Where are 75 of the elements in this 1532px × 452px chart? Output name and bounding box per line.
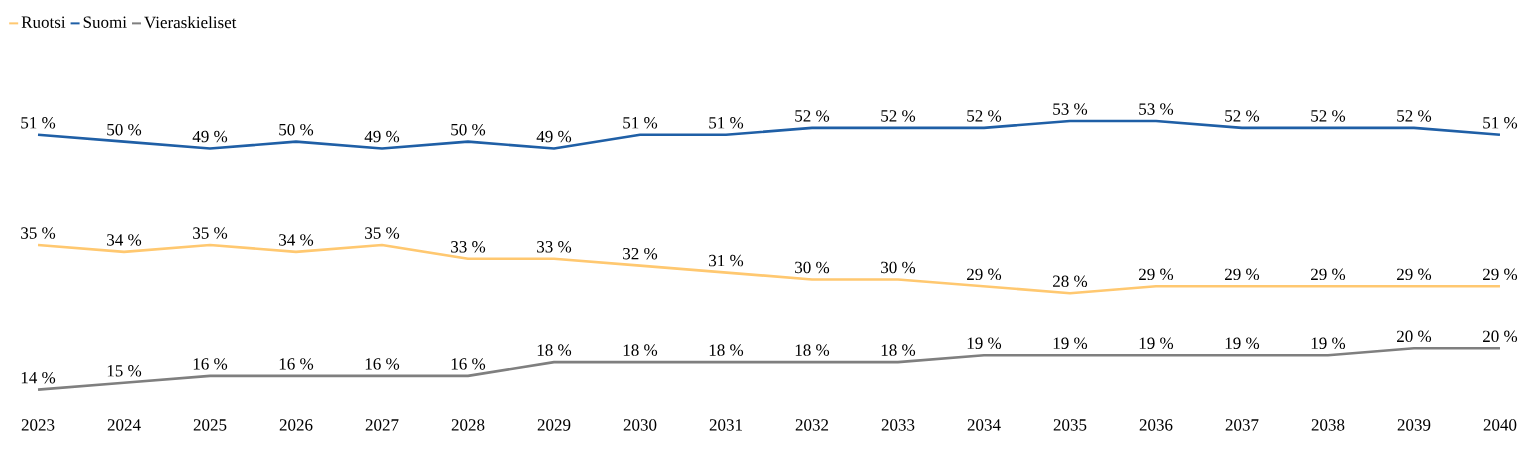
data-label: 30 % (881, 261, 916, 274)
data-label: 16 % (279, 358, 314, 370)
data-label: 29 % (1311, 268, 1346, 281)
x-tick-label: 2030 (623, 419, 657, 431)
data-label: 30 % (795, 261, 830, 274)
x-tick-label: 2033 (881, 419, 915, 431)
data-label: 20 % (1397, 330, 1432, 343)
data-label: 53 % (1053, 103, 1088, 115)
x-tick-label: 2040 (1483, 419, 1517, 431)
data-label: 35 % (21, 227, 56, 239)
legend-label: Suomi (83, 16, 127, 28)
legend-label: Vieraskieliset (144, 16, 237, 29)
data-label: 19 % (1053, 337, 1088, 349)
data-label: 18 % (623, 344, 658, 356)
data-label: 50 % (107, 123, 142, 136)
data-label: 49 % (536, 130, 572, 143)
x-tick-label: 2027 (365, 419, 399, 431)
data-label: 19 % (1311, 337, 1346, 349)
data-label: 52 % (795, 110, 830, 122)
data-label: 19 % (967, 337, 1002, 349)
data-label: 51 % (1483, 117, 1518, 129)
data-label: 18 % (881, 344, 916, 356)
data-label: 53 % (1139, 103, 1174, 115)
data-label: 49 % (364, 130, 400, 143)
x-tick-label: 2029 (537, 419, 571, 431)
x-tick-label: 2034 (967, 419, 1001, 431)
data-label: 16 % (365, 358, 400, 370)
data-label: 52 % (881, 110, 916, 122)
data-label: 29 % (1483, 268, 1518, 281)
x-tick-label: 2031 (709, 419, 742, 431)
x-tick-label: 2035 (1053, 419, 1087, 431)
data-label: 31 % (709, 254, 744, 267)
data-label: 51 % (709, 117, 744, 129)
data-label: 15 % (107, 365, 142, 377)
data-label: 50 % (451, 123, 486, 136)
data-label: 34 % (107, 234, 142, 246)
x-tick-label: 2039 (1397, 419, 1431, 431)
legend-label: Ruotsi (21, 16, 66, 28)
data-label: 52 % (967, 110, 1002, 122)
data-label: 35 % (365, 227, 400, 239)
x-tick-label: 2024 (107, 419, 141, 431)
x-tick-label: 2026 (279, 419, 313, 431)
data-label: 18 % (537, 344, 572, 356)
data-label: 52 % (1397, 110, 1432, 122)
data-label: 16 % (451, 358, 486, 370)
x-tick-label: 2037 (1225, 419, 1259, 431)
x-tick-label: 2028 (451, 419, 485, 431)
x-tick-label: 2032 (795, 419, 829, 431)
data-label: 28 % (1053, 275, 1088, 288)
data-label: 16 % (193, 358, 228, 370)
data-label: 52 % (1225, 110, 1260, 122)
data-label: 29 % (1139, 268, 1174, 281)
data-label: 51 % (623, 117, 658, 129)
data-label: 29 % (1225, 268, 1260, 281)
data-label: 33 % (451, 241, 486, 253)
data-label: 19 % (1139, 337, 1174, 349)
data-label: 51 % (21, 117, 56, 129)
data-label: 18 % (795, 344, 830, 356)
x-tick-label: 2036 (1139, 419, 1173, 431)
data-label: 14 % (21, 371, 56, 384)
x-tick-label: 2038 (1311, 419, 1345, 431)
data-label: 20 % (1483, 330, 1518, 343)
data-label: 52 % (1311, 110, 1346, 122)
data-label: 18 % (709, 344, 744, 356)
data-label: 50 % (279, 123, 314, 136)
data-label: 19 % (1225, 337, 1260, 349)
x-tick-label: 2023 (21, 419, 55, 431)
data-label: 32 % (623, 247, 658, 260)
data-label: 49 % (192, 130, 228, 143)
x-tick-label: 2025 (193, 419, 227, 431)
data-label: 34 % (279, 234, 314, 246)
data-label: 29 % (967, 268, 1002, 281)
data-label: 33 % (537, 241, 572, 253)
data-label: 29 % (1397, 268, 1432, 281)
data-label: 35 % (193, 227, 228, 239)
